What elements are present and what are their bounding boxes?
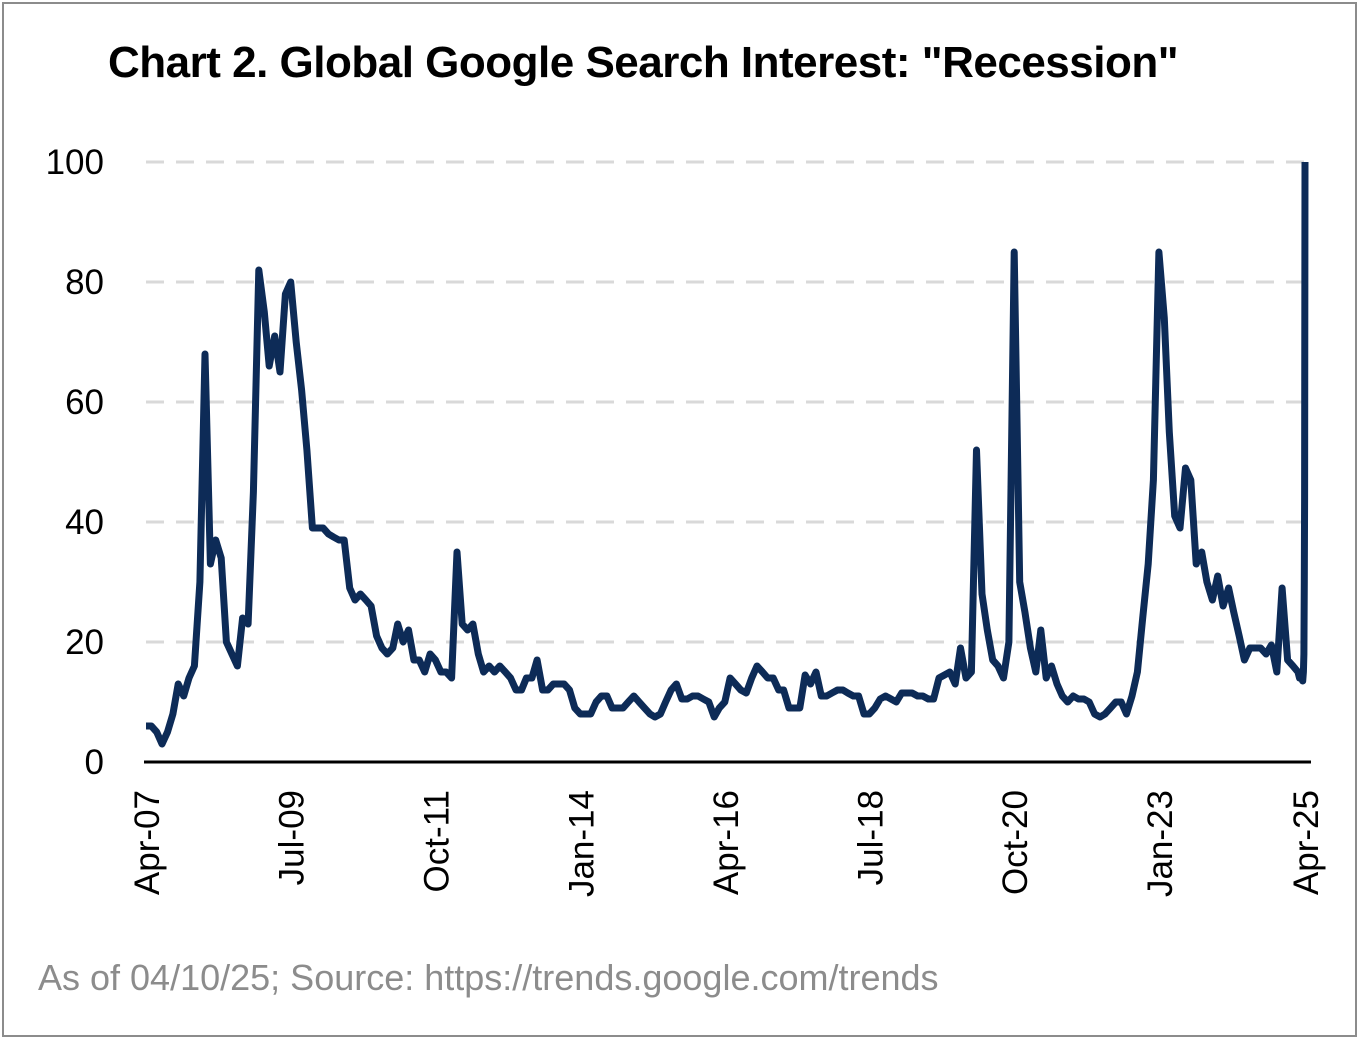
series-line <box>146 161 1309 748</box>
y-axis-ticks: 0 20 40 60 80 100 <box>46 143 104 782</box>
y-tick-label: 40 <box>65 503 104 542</box>
x-tick-label: Jul-09 <box>273 790 312 885</box>
grid-lines <box>146 160 1307 644</box>
y-tick-label: 100 <box>46 143 104 182</box>
x-tick-label: Jan-14 <box>562 790 601 897</box>
y-tick-label: 80 <box>65 263 104 302</box>
y-tick-label: 60 <box>65 383 104 422</box>
x-axis-ticks: Apr-07 Jul-09 Oct-11 Jan-14 Apr-16 Jul-18 Oct-… <box>128 790 1326 897</box>
x-tick-label: Apr-07 <box>128 790 167 895</box>
x-tick-label: Oct-11 <box>417 790 456 892</box>
x-tick-label: Oct-20 <box>996 790 1035 895</box>
chart-title: Chart 2. Global Google Search Interest: … <box>108 38 1179 87</box>
y-tick-label: 20 <box>65 623 104 662</box>
y-tick-label: 0 <box>85 743 104 782</box>
x-tick-label: Apr-16 <box>707 790 746 895</box>
x-tick-label: Jan-23 <box>1141 790 1180 897</box>
x-tick-label: Apr-25 <box>1287 790 1326 895</box>
source-note: As of 04/10/25; Source: https://trends.g… <box>38 957 939 998</box>
x-tick-label: Jul-18 <box>851 790 890 885</box>
